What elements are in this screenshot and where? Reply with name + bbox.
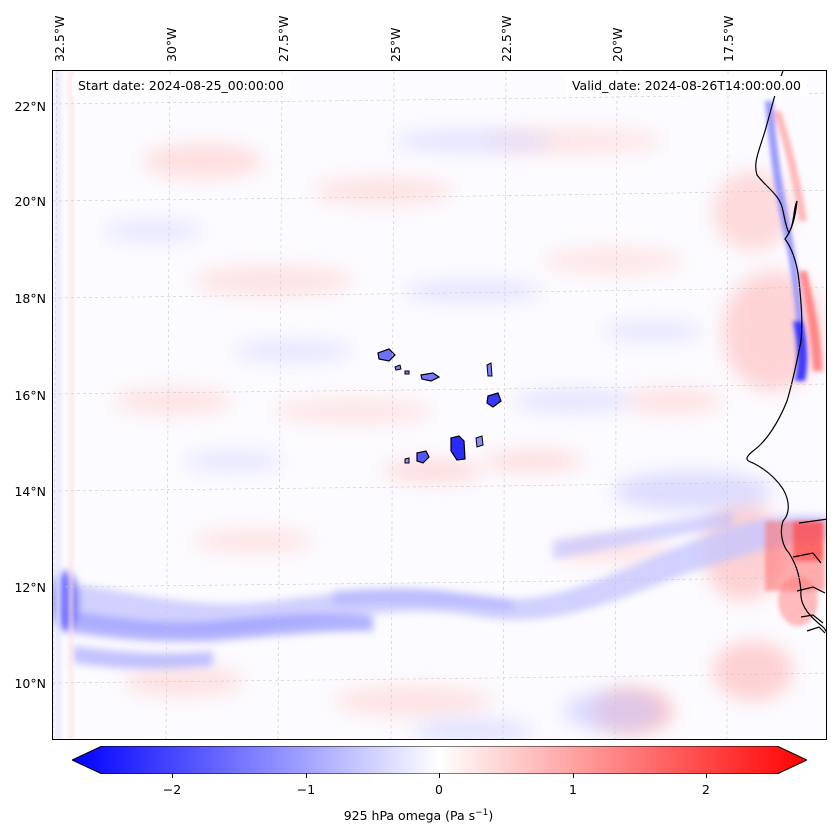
colorbar-label-exponent: −1 [475,808,489,818]
lon-label-25w: 25°W [388,27,403,62]
colorbar-tick [439,773,440,778]
lon-label-32.5w: 32.5°W [52,15,67,62]
colorbar [70,745,809,775]
negative-omega-field [103,129,773,739]
colorbar-label-close: ) [488,808,494,824]
lat-label-16n: 16°N [14,388,46,403]
start-date-label: Start date: 2024-08-25_00:00:00 [72,76,290,96]
lat-label-12n: 12°N [14,580,46,595]
colorbar-tick-label: 1 [569,782,577,797]
colorbar-gradient [70,745,809,775]
colorbar-tick-label: 2 [702,782,710,797]
colorbar-tick-label: 0 [435,782,443,797]
map-canvas [53,71,826,739]
lat-label-10n: 10°N [14,676,46,691]
lon-label-20w: 20°W [610,27,625,62]
lon-label-27.5w: 27.5°W [276,15,291,62]
left-boundary-artifacts [55,71,73,739]
colorbar-tick [573,773,574,778]
colorbar-tick [306,773,307,778]
convergence-band [53,511,826,669]
colorbar-tick-label: −1 [296,782,316,797]
lat-label-20n: 20°N [14,194,46,209]
colorbar-tick [706,773,707,778]
lat-label-14n: 14°N [14,484,46,499]
valid-date-label: Valid_date: 2024-08-26T14:00:00.00 [565,76,807,96]
lat-label-22n: 22°N [14,99,46,114]
lon-label-22.5w: 22.5°W [499,15,514,62]
cape-verde-islands [377,348,502,464]
colorbar-label-main: 925 hPa omega (Pa s [343,808,476,824]
africa-coastline [746,71,826,634]
graticule [53,71,826,739]
colorbar-tick-label: −2 [162,782,182,797]
lat-label-18n: 18°N [14,291,46,306]
omega-map [52,70,827,740]
lon-label-30w: 30°W [164,27,179,62]
colorbar-label: 925 hPa omega (Pa s−1) [0,808,837,823]
colorbar-tick [172,773,173,778]
lon-label-17.5w: 17.5°W [721,15,736,62]
